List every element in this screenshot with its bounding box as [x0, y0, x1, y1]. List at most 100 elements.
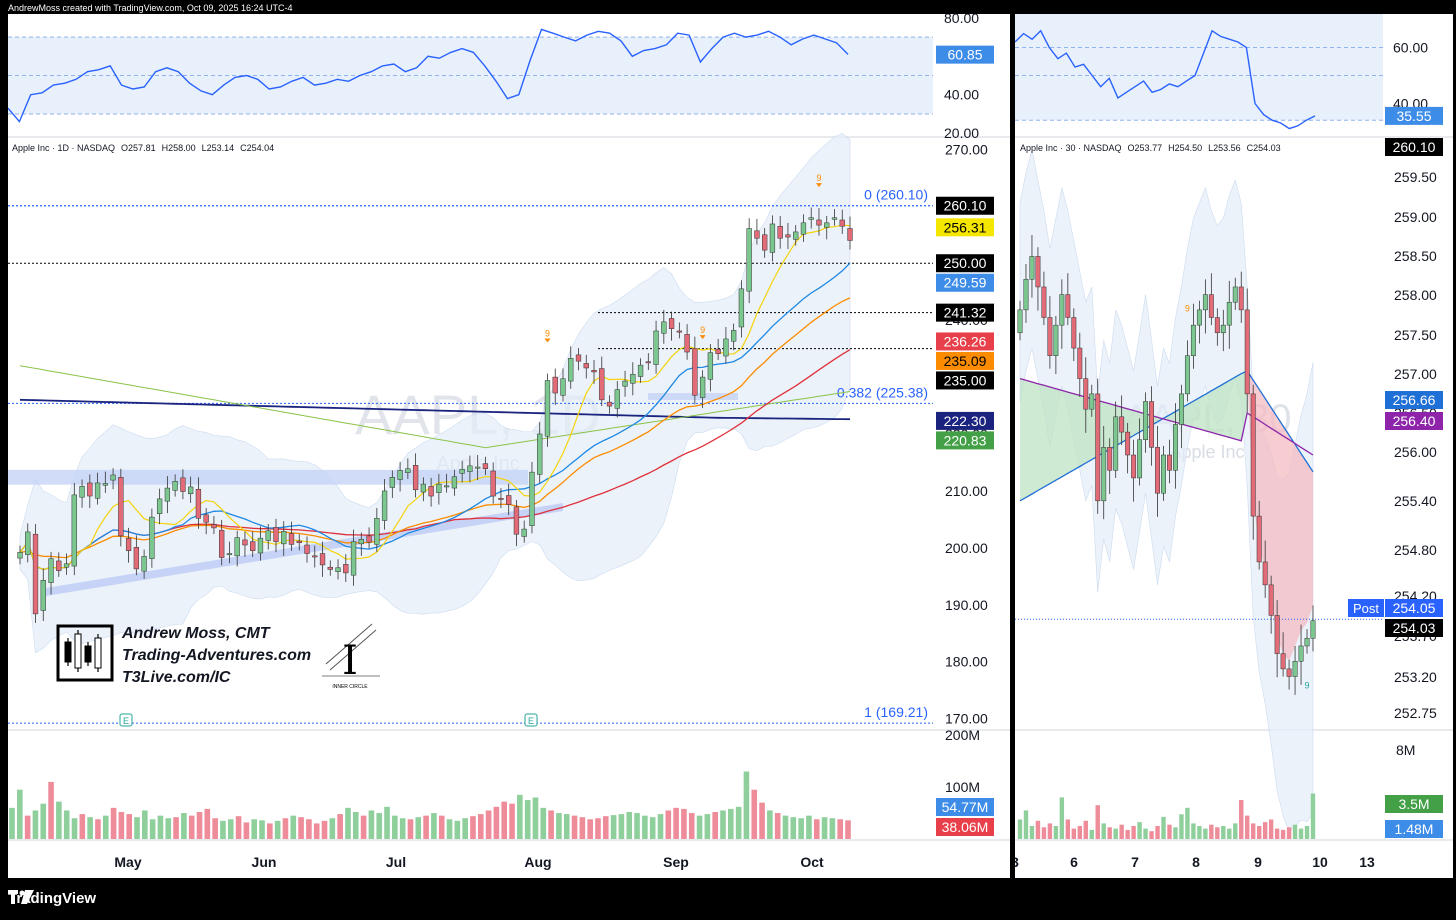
candle	[1310, 620, 1316, 639]
volume-label-0: 54.77M	[942, 799, 989, 815]
candle	[420, 483, 427, 493]
candle	[273, 527, 279, 542]
price-tick-7: 200.00	[945, 540, 988, 556]
volume-bar	[1251, 823, 1256, 839]
volume-bar	[126, 814, 132, 839]
candle	[762, 234, 768, 251]
price-label-7-bg	[936, 371, 994, 390]
volume-label-0: 3.5M	[1398, 796, 1429, 812]
volume-bar	[360, 815, 367, 839]
marker-arrow-1	[544, 338, 551, 343]
price-label-3-bg	[936, 273, 994, 292]
candle	[723, 338, 729, 357]
ema-slow-line	[1019, 377, 1314, 456]
volume-label-0-bg	[936, 798, 994, 816]
earnings-label-0: E	[123, 716, 129, 726]
candles	[1017, 235, 1316, 695]
ohlc-l: L253.56	[1208, 143, 1241, 153]
candle	[358, 539, 364, 545]
volume-bar	[1221, 826, 1226, 839]
volume-bar	[485, 810, 492, 839]
candle	[335, 567, 341, 573]
volume-bar	[1029, 826, 1035, 839]
candle	[661, 321, 667, 334]
ohlc-c: C254.03	[1247, 143, 1281, 153]
x-label-5: 10	[1312, 854, 1328, 870]
badge-letter: I	[342, 638, 358, 684]
volume-bar	[134, 817, 140, 839]
candle	[1125, 431, 1131, 456]
candle	[1250, 393, 1256, 517]
post-tag-bg	[1348, 599, 1384, 617]
logo-candle-1	[74, 633, 82, 669]
volume-bar	[1280, 829, 1286, 839]
fib-label-2: 1 (169.21)	[864, 704, 928, 720]
volume-bar	[1167, 824, 1172, 839]
candle	[769, 223, 776, 253]
price-label-2-bg	[1385, 412, 1443, 430]
candle	[583, 363, 589, 369]
fib-label-0: 0 (260.10)	[864, 187, 928, 203]
candle	[188, 486, 194, 495]
volume-bar	[321, 820, 328, 839]
price-tick-13: 252.75	[1394, 705, 1437, 721]
candle	[1017, 309, 1023, 334]
volume-bar	[149, 819, 156, 839]
candle	[1262, 561, 1268, 586]
candle	[428, 486, 434, 497]
volume-bar	[1137, 822, 1142, 839]
candle	[707, 352, 714, 380]
volume-bar	[157, 815, 164, 839]
marker-arrow-2	[699, 335, 706, 340]
volume-bar	[235, 816, 242, 839]
volume-bar	[767, 810, 773, 839]
volume-bar	[1035, 820, 1041, 839]
volume-bar	[696, 815, 703, 839]
candle	[1143, 401, 1149, 440]
candle	[234, 537, 240, 557]
candle	[133, 547, 140, 570]
volume-bar	[610, 815, 617, 839]
volume-bar	[392, 815, 398, 839]
candle	[498, 498, 504, 500]
candle	[1119, 416, 1125, 433]
logo-candle-3	[94, 637, 102, 669]
x-label-4: 9	[1254, 854, 1262, 870]
candle	[203, 514, 209, 523]
candle	[785, 234, 791, 238]
price-tick-0: 259.50	[1394, 169, 1437, 185]
volume-bar	[1256, 826, 1262, 839]
candle	[676, 330, 682, 333]
volume-bar	[790, 817, 797, 839]
sequential-marker-2: 9	[700, 325, 705, 335]
ohlc-c: C254.04	[240, 143, 274, 153]
candle	[281, 531, 287, 545]
candle	[405, 468, 411, 473]
volume-bar	[688, 813, 695, 839]
post-tag: Post	[1353, 601, 1379, 616]
volume-bar	[821, 817, 828, 839]
candle	[141, 556, 147, 572]
price-tick-12: 253.20	[1394, 669, 1437, 685]
candle	[242, 539, 248, 546]
volume-label-0-bg	[1385, 795, 1443, 813]
price-tick-9: 180.00	[945, 654, 988, 670]
ohlc-h: H254.50	[1168, 143, 1202, 153]
candle	[1029, 256, 1035, 280]
volume-bar	[32, 810, 39, 839]
volume-bar	[165, 818, 172, 839]
volume-bar	[1125, 829, 1130, 839]
brand-name: Andrew Moss, CMT	[121, 625, 271, 642]
volume-bar	[1059, 797, 1065, 839]
candle	[389, 477, 395, 488]
candle	[219, 529, 225, 558]
brand-site: Trading-Adventures.com	[122, 647, 311, 664]
candle	[1065, 294, 1071, 318]
candle	[102, 483, 108, 486]
candle	[1280, 653, 1286, 670]
